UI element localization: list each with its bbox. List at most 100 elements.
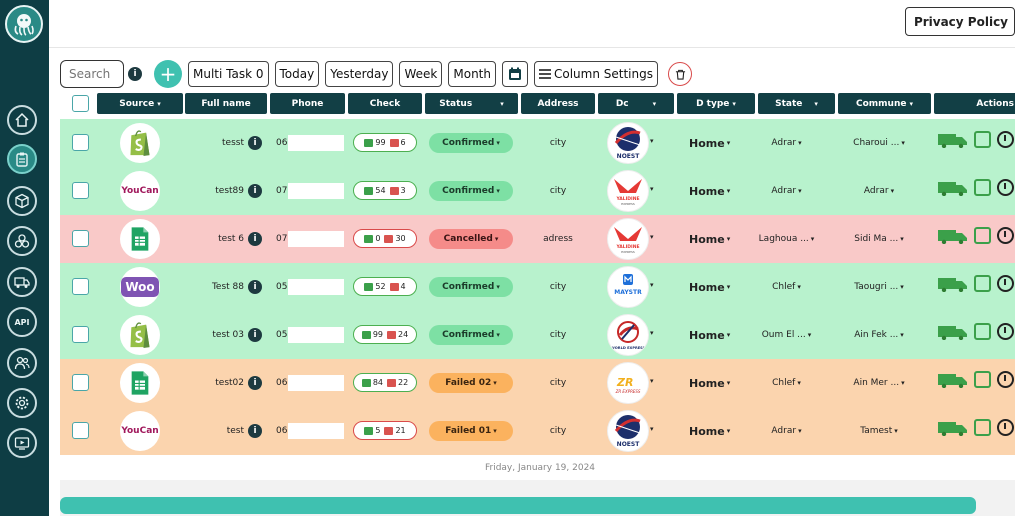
sidebar-item-users[interactable] [7,348,37,378]
status-dropdown[interactable]: Confirmed ▾ [429,325,513,345]
yesterday-filter-button[interactable]: Yesterday [325,61,394,87]
truck-ship-icon[interactable] [938,276,968,292]
state-dropdown[interactable]: Laghoua ... ▾ [758,215,815,263]
column-header-state[interactable]: State ▾ [758,93,835,114]
state-dropdown[interactable]: Adrar ▾ [758,407,815,455]
edit-icon[interactable] [974,179,991,196]
info-icon[interactable]: i [248,184,262,198]
info-icon[interactable]: i [248,424,262,438]
row-checkbox[interactable] [72,182,89,199]
delivery-company-logo[interactable]: MAYSTR [607,266,649,308]
sidebar-item-shipping[interactable] [7,267,37,297]
delivery-company-logo[interactable]: NOEST [607,410,649,452]
delivery-type-dropdown[interactable]: Home ▾ [689,407,730,455]
state-dropdown[interactable]: Chlef ▾ [758,263,815,311]
row-checkbox[interactable] [72,422,89,439]
today-filter-button[interactable]: Today [274,61,320,87]
calendar-button[interactable] [502,61,528,87]
table-row[interactable]: test02 i 06 84 22 Failed 02 ▾ city ZR ZR EXPRESS ▾… [60,359,1015,407]
add-order-button[interactable]: + [154,60,182,88]
row-checkbox[interactable] [72,134,89,151]
commune-dropdown[interactable]: Ain Fek ... ▾ [838,311,920,359]
history-icon[interactable] [997,131,1014,148]
sidebar-item-home[interactable] [7,105,37,135]
edit-icon[interactable] [974,419,991,436]
edit-icon[interactable] [974,227,991,244]
commune-dropdown[interactable]: Sidi Ma ... ▾ [838,215,920,263]
sidebar-item-stock[interactable] [7,226,37,256]
sidebar-item-products[interactable] [7,186,37,216]
horizontal-scrollbar[interactable] [60,497,976,514]
truck-ship-icon[interactable] [938,228,968,244]
delivery-company-logo[interactable]: YALIDINE EXPRESS [607,218,649,260]
history-icon[interactable] [997,419,1014,436]
table-row[interactable]: YouCan test89 i 07 54 3 Confirmed ▾ city YALIDINE… [60,167,1015,215]
select-all-checkbox[interactable] [72,95,89,112]
history-icon[interactable] [997,179,1014,196]
info-icon[interactable]: i [248,328,262,342]
edit-icon[interactable] [974,371,991,388]
truck-ship-icon[interactable] [938,372,968,388]
order-check-pill[interactable]: 99 24 [353,325,417,344]
table-row[interactable]: test 6 i 07 0 30 Cancelled ▾ adress YALIDINE EXPR… [60,215,1015,263]
truck-ship-icon[interactable] [938,132,968,148]
privacy-policy-button[interactable]: Privacy Policy [904,7,1015,36]
row-checkbox[interactable] [72,374,89,391]
table-row[interactable]: Woo Test 88 i 05 52 4 Confirmed ▾ city MAYSTR ▾ Hom… [60,263,1015,311]
sidebar-item-api[interactable]: API [7,307,37,337]
commune-dropdown[interactable]: Tamest ▾ [838,407,920,455]
row-checkbox[interactable] [72,230,89,247]
sidebar-item-settings[interactable] [7,388,37,418]
delivery-type-dropdown[interactable]: Home ▾ [689,359,730,407]
sidebar-item-videos[interactable] [7,428,37,458]
table-row[interactable]: tesst i 06 99 6 Confirmed ▾ city NOEST ▾ Home ▾ Adra… [60,119,1015,167]
row-checkbox[interactable] [72,326,89,343]
status-dropdown[interactable]: Cancelled ▾ [429,229,513,249]
delivery-company-logo[interactable]: ZR ZR EXPRESS [607,362,649,404]
state-dropdown[interactable]: Adrar ▾ [758,167,815,215]
chevron-down-icon[interactable]: ▾ [650,137,654,145]
week-filter-button[interactable]: Week [399,61,443,87]
commune-dropdown[interactable]: Charoui ... ▾ [838,119,920,167]
chevron-down-icon[interactable]: ▾ [650,425,654,433]
table-row[interactable]: test 03 i 05 99 24 Confirmed ▾ city WORLD EXPRES… [60,311,1015,359]
delivery-type-dropdown[interactable]: Home ▾ [689,119,730,167]
commune-dropdown[interactable]: Taougri ... ▾ [838,263,920,311]
info-icon[interactable]: i [248,136,262,150]
sidebar-item-orders[interactable] [7,144,37,174]
delivery-company-logo[interactable]: NOEST [607,122,649,164]
column-header-dtype[interactable]: D type ▾ [677,93,755,114]
info-icon[interactable]: i [128,67,142,81]
search-input[interactable] [60,60,124,88]
status-dropdown[interactable]: Confirmed ▾ [429,181,513,201]
edit-icon[interactable] [974,131,991,148]
truck-ship-icon[interactable] [938,324,968,340]
column-header-dc[interactable]: Dc ▾ [598,93,674,114]
delivery-company-logo[interactable]: YALIDINE EXPRESS [607,170,649,212]
commune-dropdown[interactable]: Adrar ▾ [838,167,920,215]
order-check-pill[interactable]: 54 3 [353,181,417,200]
column-settings-button[interactable]: Column Settings [534,61,658,87]
history-icon[interactable] [997,323,1014,340]
delete-button[interactable] [668,62,692,86]
status-dropdown[interactable]: Confirmed ▾ [429,133,513,153]
delivery-type-dropdown[interactable]: Home ▾ [689,167,730,215]
history-icon[interactable] [997,371,1014,388]
delivery-type-dropdown[interactable]: Home ▾ [689,263,730,311]
chevron-down-icon[interactable]: ▾ [650,185,654,193]
order-check-pill[interactable]: 52 4 [353,277,417,296]
column-header-source[interactable]: Source ▾ [97,93,183,114]
history-icon[interactable] [997,275,1014,292]
column-header-status[interactable]: Status ▾ [425,93,518,114]
commune-dropdown[interactable]: Ain Mer ... ▾ [838,359,920,407]
order-check-pill[interactable]: 84 22 [353,373,417,392]
octopus-logo-icon[interactable] [5,5,43,43]
multi-task-button[interactable]: Multi Task 0 [188,61,269,87]
delivery-type-dropdown[interactable]: Home ▾ [689,311,730,359]
chevron-down-icon[interactable]: ▾ [650,281,654,289]
info-icon[interactable]: i [248,376,262,390]
order-check-pill[interactable]: 0 30 [353,229,417,248]
info-icon[interactable]: i [248,280,262,294]
state-dropdown[interactable]: Adrar ▾ [758,119,815,167]
chevron-down-icon[interactable]: ▾ [650,233,654,241]
